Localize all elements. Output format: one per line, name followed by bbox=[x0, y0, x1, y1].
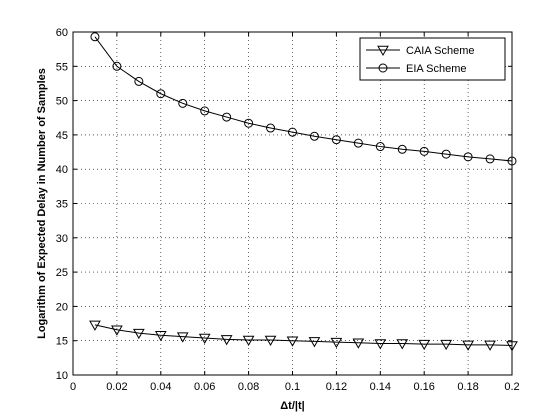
x-tick-label: 0.18 bbox=[457, 381, 478, 393]
series-line bbox=[94, 324, 513, 347]
x-tick-label: 0 bbox=[70, 381, 76, 393]
data-point bbox=[176, 332, 189, 343]
legend-label: EIA Scheme bbox=[406, 63, 467, 75]
data-point bbox=[178, 98, 188, 108]
data-point bbox=[264, 335, 277, 347]
data-point bbox=[89, 320, 101, 331]
data-point bbox=[463, 152, 473, 162]
data-point bbox=[484, 340, 496, 351]
data-point bbox=[441, 149, 451, 159]
legend-marker bbox=[378, 63, 388, 73]
x-tick-label: 0.12 bbox=[326, 381, 347, 393]
y-tick-label: 55 bbox=[56, 61, 68, 73]
plot-area bbox=[73, 32, 512, 375]
legend-item: CAIA Scheme bbox=[366, 45, 474, 57]
y-tick-label: 25 bbox=[56, 267, 68, 279]
data-point bbox=[353, 138, 363, 148]
y-tick-label: 20 bbox=[56, 301, 68, 313]
data-point bbox=[419, 146, 429, 156]
data-point bbox=[309, 131, 319, 141]
data-point bbox=[397, 144, 407, 154]
data-point bbox=[485, 154, 495, 164]
y-tick-label: 45 bbox=[56, 130, 68, 142]
data-point bbox=[374, 339, 387, 350]
y-tick-label: 40 bbox=[56, 164, 68, 176]
legend: CAIA Scheme EIA Scheme bbox=[359, 37, 506, 81]
x-tick-label: 0.04 bbox=[150, 381, 171, 393]
legend-label: CAIA Scheme bbox=[406, 45, 474, 57]
data-point bbox=[154, 330, 167, 342]
data-point bbox=[330, 337, 343, 349]
y-tick-label: 60 bbox=[56, 27, 68, 39]
data-point bbox=[132, 328, 145, 340]
data-point bbox=[220, 335, 233, 346]
data-point bbox=[418, 339, 431, 351]
data-point bbox=[308, 337, 321, 348]
y-tick-label: 15 bbox=[56, 336, 68, 348]
data-point bbox=[266, 123, 276, 133]
y-tick-label: 10 bbox=[56, 370, 68, 382]
data-point bbox=[134, 76, 144, 86]
x-tick-label: 0.08 bbox=[238, 381, 259, 393]
series-layer bbox=[89, 32, 518, 352]
series-caia bbox=[89, 320, 518, 352]
data-point bbox=[244, 118, 254, 128]
data-point bbox=[440, 339, 453, 351]
data-point bbox=[156, 89, 166, 99]
x-axis-title: Δt/|t| bbox=[280, 400, 304, 412]
series-eia bbox=[90, 32, 517, 166]
data-point bbox=[200, 106, 210, 116]
data-point bbox=[242, 335, 255, 347]
x-tick-label: 0.1 bbox=[285, 381, 300, 393]
x-tick-label: 0.02 bbox=[106, 381, 127, 393]
data-point bbox=[222, 112, 232, 122]
legend-box bbox=[359, 37, 506, 81]
y-tick-label: 35 bbox=[56, 199, 68, 211]
y-tick-label: 50 bbox=[56, 96, 68, 108]
data-point bbox=[198, 333, 211, 344]
data-point bbox=[331, 135, 341, 145]
data-point bbox=[112, 61, 122, 71]
data-point bbox=[286, 336, 299, 347]
x-tick-label: 0.16 bbox=[413, 381, 434, 393]
data-point bbox=[352, 338, 365, 349]
x-tick-label: 0.14 bbox=[370, 381, 391, 393]
data-point bbox=[288, 127, 297, 137]
ticks bbox=[72, 31, 513, 376]
data-point bbox=[462, 340, 474, 351]
data-point bbox=[90, 32, 100, 42]
data-point bbox=[375, 142, 385, 152]
x-tick-label: 0.06 bbox=[194, 381, 215, 393]
tick-labels: 0 0.02 0.04 0.06 0.08 0.1 0.12 0.14 0.16 0.18 0.2 1… bbox=[56, 27, 520, 393]
data-point bbox=[111, 325, 123, 336]
legend-marker bbox=[377, 45, 389, 57]
data-point bbox=[396, 339, 409, 350]
y-tick-label: 30 bbox=[56, 233, 68, 245]
y-axis-title: Logarithm of Expected Delay in Number of… bbox=[36, 68, 48, 339]
x-tick-label: 0.2 bbox=[504, 381, 519, 393]
legend-item: EIA Scheme bbox=[366, 63, 467, 75]
